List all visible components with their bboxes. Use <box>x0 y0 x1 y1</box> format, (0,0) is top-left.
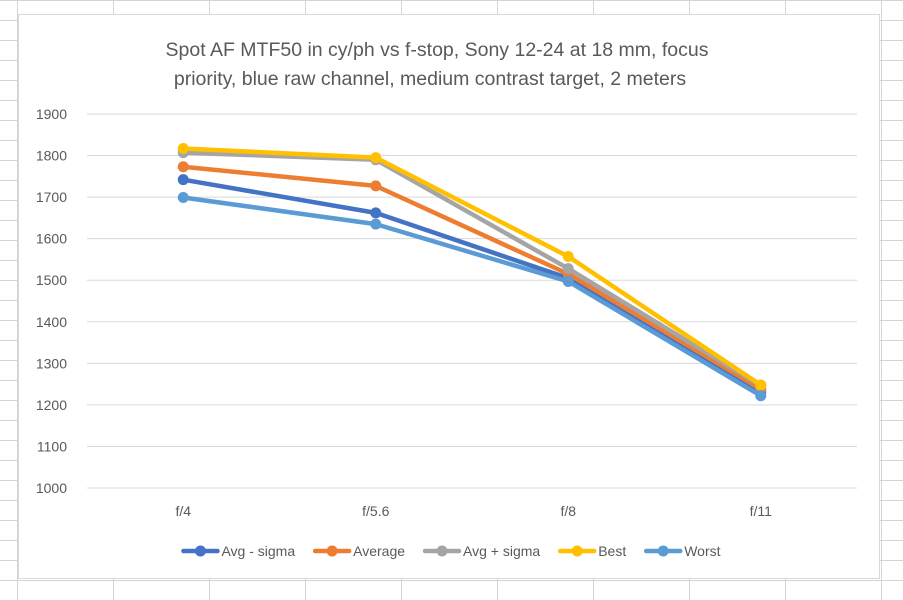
x-tick-label: f/4 <box>175 503 191 519</box>
y-axis-tick-labels: 1000 1100 1200 1300 1400 1500 1600 1700 1800 1900 <box>36 106 67 496</box>
series-worst <box>177 192 767 402</box>
series-line <box>181 195 763 398</box>
data-point <box>755 379 767 391</box>
x-tick-label: f/11 <box>750 503 773 519</box>
data-point <box>177 142 189 154</box>
data-point <box>562 275 574 287</box>
data-point <box>177 161 189 173</box>
series-line <box>181 177 763 395</box>
data-point <box>370 218 382 230</box>
series-average <box>177 161 767 395</box>
chart-title-line-2: priority, blue raw channel, medium contr… <box>174 68 687 90</box>
data-point <box>370 207 382 219</box>
legend: Avg - sigma Average Avg + sigma Best Worst <box>181 543 721 559</box>
series-line <box>181 164 763 392</box>
legend-swatch-marker <box>657 545 669 557</box>
series-avg-sigma <box>177 147 767 392</box>
legend-swatch-marker <box>436 545 448 557</box>
legend-swatch-marker <box>571 545 583 557</box>
y-tick-label: 1300 <box>36 355 67 371</box>
y-tick-label: 1500 <box>36 272 67 288</box>
y-tick-label: 1600 <box>36 231 67 247</box>
data-series <box>177 142 767 402</box>
x-tick-label: f/5.6 <box>362 503 389 519</box>
series-best <box>177 142 767 391</box>
y-tick-label: 1400 <box>36 314 67 330</box>
legend-label: Avg - sigma <box>221 543 295 559</box>
legend-entry: Average <box>312 543 405 559</box>
legend-entry: Avg + sigma <box>422 543 540 559</box>
y-tick-label: 1000 <box>36 480 67 496</box>
legend-swatch-marker <box>326 545 338 557</box>
y-tick-label: 1100 <box>37 438 67 454</box>
series-line <box>181 150 763 389</box>
data-point <box>370 152 382 164</box>
data-point <box>755 390 767 402</box>
legend-entry: Worst <box>643 543 721 559</box>
y-tick-label: 1200 <box>36 397 67 413</box>
y-tick-label: 1800 <box>36 148 67 164</box>
chart-title-line-1: Spot AF MTF50 in cy/ph vs f-stop, Sony 1… <box>166 39 709 61</box>
legend-entry: Best <box>557 543 626 559</box>
data-point <box>562 251 574 263</box>
data-point <box>562 263 574 275</box>
data-point <box>370 180 382 192</box>
legend-label: Worst <box>684 543 720 559</box>
series-line <box>181 146 763 388</box>
legend-label: Best <box>598 543 626 559</box>
legend-swatch-marker <box>194 545 206 557</box>
x-tick-label: f/8 <box>560 503 576 519</box>
data-point <box>177 174 189 186</box>
legend-entry: Avg - sigma <box>181 543 295 559</box>
legend-label: Avg + sigma <box>463 543 540 559</box>
x-axis-tick-labels: f/4 f/5.6 f/8 f/11 <box>175 503 772 519</box>
legend-label: Average <box>353 543 405 559</box>
y-tick-label: 1900 <box>36 106 67 122</box>
chart-area <box>18 14 880 579</box>
y-tick-label: 1700 <box>36 189 67 205</box>
data-point <box>177 192 189 204</box>
